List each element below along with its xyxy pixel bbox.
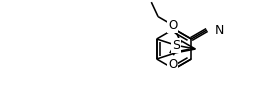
Text: O: O [168, 19, 178, 32]
Text: S: S [172, 39, 180, 52]
Text: N: N [215, 24, 224, 37]
Text: O: O [168, 58, 177, 71]
